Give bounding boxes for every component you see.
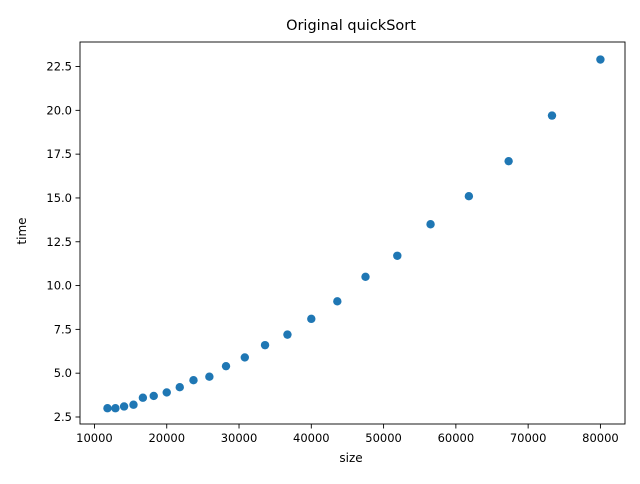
- data-point: [119, 402, 129, 411]
- data-point: [426, 220, 435, 229]
- x-tick-label: 50000: [365, 431, 402, 445]
- y-tick-label: 10.0: [46, 279, 72, 293]
- y-tick-label: 20.0: [46, 103, 72, 117]
- y-tick-label: 7.5: [54, 322, 72, 336]
- data-point: [283, 330, 292, 339]
- data-point: [260, 340, 270, 350]
- x-tick-label: 80000: [582, 431, 619, 445]
- chart-title: Original quickSort: [286, 18, 416, 34]
- data-point: [162, 388, 171, 397]
- data-point: [504, 156, 513, 166]
- y-tick-label: 5.0: [54, 366, 72, 380]
- data-point: [464, 192, 474, 201]
- y-tick-label: 12.5: [46, 235, 72, 249]
- plot-area: 10000 20000 30000 40000 50000 60000 70000 80000…: [46, 41, 626, 445]
- data-point: [333, 297, 342, 306]
- data-point: [240, 353, 249, 362]
- data-point: [175, 383, 184, 392]
- y-tick-label: 2.5: [54, 410, 72, 424]
- data-point: [547, 111, 557, 120]
- data-point: [111, 404, 120, 413]
- data-point: [393, 251, 402, 260]
- data-point: [149, 391, 158, 401]
- data-point: [596, 55, 605, 64]
- data-point: [205, 372, 214, 381]
- data-point: [361, 272, 370, 282]
- y-axis-label: time: [15, 217, 29, 244]
- y-tick-label: 17.5: [46, 147, 72, 161]
- y-tick-label: 15.0: [46, 191, 72, 205]
- data-point: [221, 361, 231, 371]
- x-tick-label: 70000: [510, 431, 547, 445]
- data-point: [138, 393, 148, 402]
- x-tick-label: 60000: [438, 431, 475, 445]
- y-tick-label: 22.5: [46, 60, 72, 74]
- x-tick-label: 10000: [76, 431, 113, 445]
- data-point: [307, 314, 316, 324]
- data-point: [129, 400, 138, 409]
- x-tick-label: 40000: [293, 431, 330, 445]
- x-tick-label: 30000: [221, 431, 258, 445]
- data-point: [103, 404, 112, 413]
- x-axis-label: size: [339, 451, 362, 465]
- x-tick-label: 20000: [148, 431, 185, 445]
- plot-frame: [79, 41, 626, 425]
- data-point: [189, 375, 198, 385]
